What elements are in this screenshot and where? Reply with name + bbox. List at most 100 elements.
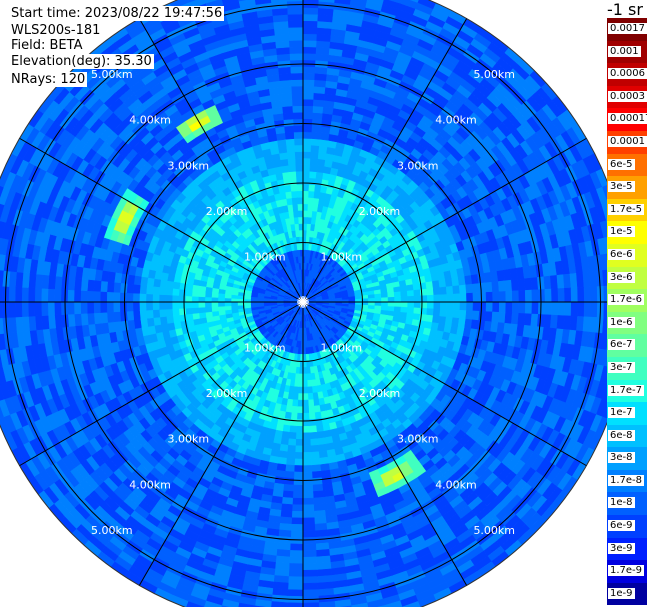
data-cell xyxy=(153,316,162,326)
data-cell xyxy=(281,497,293,505)
data-cell xyxy=(297,399,304,407)
data-cell xyxy=(314,516,327,525)
data-cell xyxy=(47,288,55,303)
data-cell xyxy=(551,288,559,303)
data-cell xyxy=(139,301,147,311)
data-cell xyxy=(67,301,75,315)
data-cell xyxy=(159,279,168,288)
data-cell xyxy=(485,291,494,303)
data-cell xyxy=(93,279,102,292)
data-cell xyxy=(198,301,206,308)
data-cell xyxy=(492,301,500,313)
data-cell xyxy=(478,310,487,322)
data-cell xyxy=(438,316,447,325)
data-cell xyxy=(211,301,219,308)
data-cell xyxy=(564,301,572,317)
data-cell xyxy=(34,301,42,317)
data-cell xyxy=(366,0,385,6)
data-cell xyxy=(198,296,206,303)
data-cell xyxy=(302,183,310,192)
data-cells xyxy=(0,0,631,607)
data-cell xyxy=(498,280,506,292)
data-cell xyxy=(113,311,121,323)
data-cell xyxy=(294,458,304,466)
data-cell xyxy=(557,288,566,303)
data-cell xyxy=(425,281,434,290)
data-cell xyxy=(280,510,293,518)
data-cell xyxy=(14,301,23,318)
data-cell xyxy=(153,278,162,288)
data-cell xyxy=(87,279,95,292)
data-cell xyxy=(302,425,311,434)
data-cell xyxy=(550,314,559,329)
data-cell xyxy=(315,171,324,180)
data-cell xyxy=(192,312,200,320)
data-cell xyxy=(297,393,304,401)
data-cell xyxy=(275,555,290,564)
data-cell xyxy=(152,301,160,311)
data-cell xyxy=(459,293,467,303)
data-cell xyxy=(433,301,441,310)
data-cell xyxy=(498,312,506,324)
data-cell xyxy=(458,284,467,295)
data-cell xyxy=(289,550,304,558)
data-cell xyxy=(551,301,559,316)
data-cell xyxy=(438,279,447,288)
data-cell xyxy=(309,431,318,440)
data-cell xyxy=(440,301,448,310)
data-cell xyxy=(283,477,295,486)
data-cell xyxy=(100,312,108,324)
data-cell xyxy=(93,301,101,314)
data-cell xyxy=(315,46,330,55)
data-cell xyxy=(302,216,308,224)
data-cell xyxy=(445,286,454,295)
data-cell xyxy=(184,295,193,303)
data-cell xyxy=(302,569,318,578)
data-cell xyxy=(511,290,520,303)
data-cell xyxy=(285,457,296,466)
data-cell xyxy=(394,296,402,303)
data-cell xyxy=(505,290,513,303)
data-cell xyxy=(311,470,322,479)
data-cell xyxy=(485,281,493,293)
data-cell xyxy=(287,582,304,591)
data-cell xyxy=(446,301,454,311)
data-cell xyxy=(316,555,331,564)
data-cell xyxy=(400,306,408,314)
data-cell xyxy=(87,312,95,325)
data-cell xyxy=(302,452,312,460)
data-cell xyxy=(292,497,304,506)
data-cell xyxy=(524,313,533,327)
data-cell xyxy=(478,282,487,294)
data-cell xyxy=(302,98,314,107)
data-cell xyxy=(511,312,519,325)
data-cell xyxy=(302,373,308,381)
data-cell xyxy=(295,432,304,440)
data-cell xyxy=(302,367,308,375)
data-cell xyxy=(172,288,180,296)
data-cell xyxy=(570,287,579,303)
data-cell xyxy=(27,287,36,303)
data-cell xyxy=(158,294,166,303)
data-cell xyxy=(445,309,454,318)
data-cell xyxy=(40,288,49,303)
data-cell xyxy=(302,393,309,401)
data-cell xyxy=(312,112,324,120)
data-cell xyxy=(302,39,317,48)
data-cell xyxy=(590,286,598,303)
data-cell xyxy=(291,517,304,525)
data-cell xyxy=(152,309,161,318)
data-cell xyxy=(444,316,453,326)
data-cell xyxy=(317,158,326,167)
data-cell xyxy=(171,301,180,310)
data-cell xyxy=(21,287,29,303)
data-cell xyxy=(302,537,316,545)
data-cell xyxy=(313,99,325,107)
data-cell xyxy=(316,431,325,439)
data-cell xyxy=(184,301,193,309)
data-cell xyxy=(198,290,206,298)
data-cell xyxy=(308,405,315,414)
data-cell xyxy=(307,197,315,205)
data-cell xyxy=(296,406,304,414)
data-cell xyxy=(217,301,225,307)
